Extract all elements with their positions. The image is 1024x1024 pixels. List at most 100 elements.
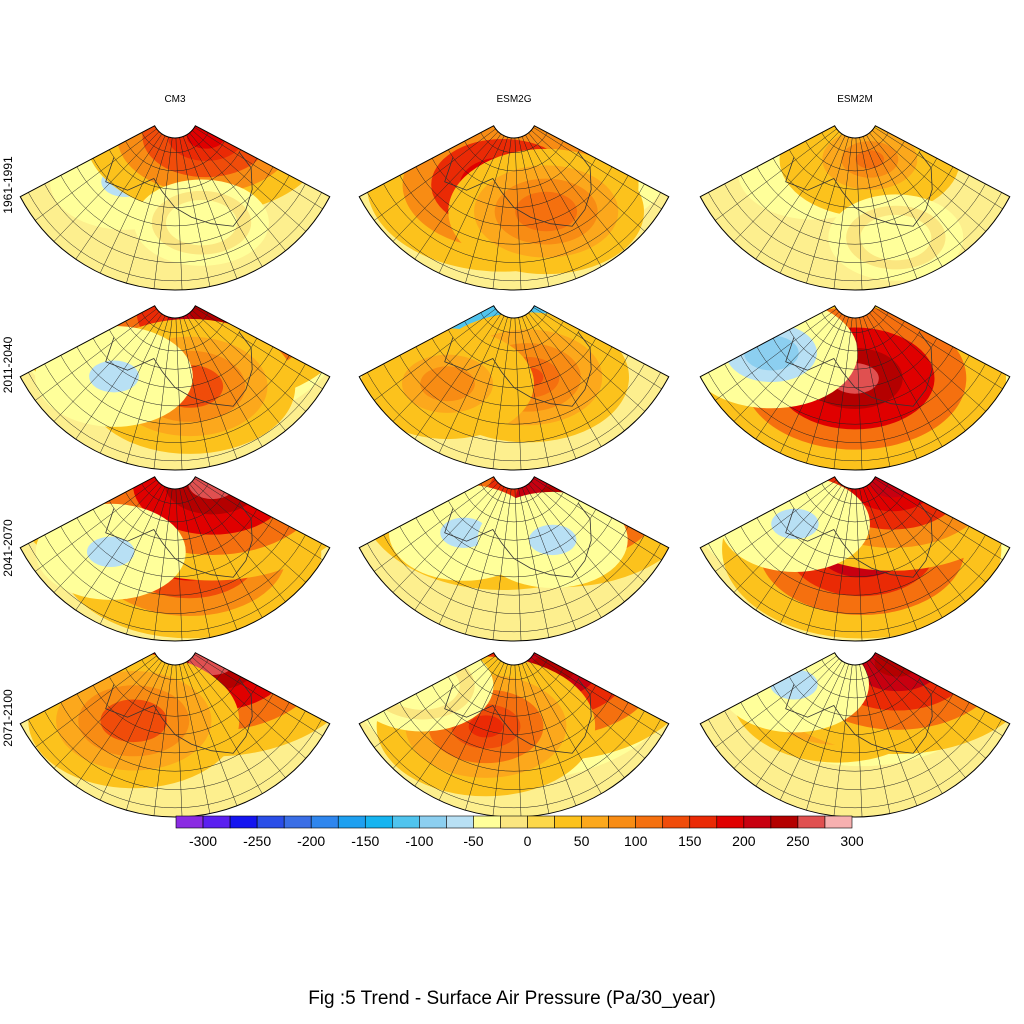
colorbar-swatch-3 xyxy=(256,815,285,829)
colorbar-swatch-7 xyxy=(364,815,393,829)
graticule-meridian xyxy=(182,487,238,630)
coastline xyxy=(105,152,253,227)
graticule-parallel xyxy=(464,492,564,523)
graticule-meridian xyxy=(153,317,173,469)
graticule-parallel xyxy=(76,166,274,227)
panel-esm2g-2071-2100 xyxy=(358,652,670,818)
graticule-parallel xyxy=(28,543,322,633)
colorbar: -300 -250 -200 -150 -100 -50 0 50 100 150 200 250 30… xyxy=(175,815,864,849)
graticule-meridian xyxy=(733,658,840,769)
graticule-parallel xyxy=(805,492,905,523)
graticule-meridian xyxy=(99,135,166,274)
graticule-meridian xyxy=(806,488,849,635)
colorbar-swatch-22 xyxy=(770,815,799,829)
colorbar-tick-label: 200 xyxy=(732,833,756,849)
graticule-meridian xyxy=(528,659,625,778)
coastline xyxy=(444,503,592,578)
anomaly-pos-1-ring-4 xyxy=(855,150,885,169)
graticule-meridian xyxy=(715,655,837,748)
graticule-meridian xyxy=(531,657,645,759)
graticule-meridian xyxy=(179,664,211,814)
period-label-2071-2100: 2071-2100 xyxy=(1,689,15,747)
graticule-parallel xyxy=(383,710,645,790)
graticule-parallel xyxy=(109,329,241,370)
graticule-meridian xyxy=(531,481,645,583)
colorbar-tick-label: 100 xyxy=(624,833,648,849)
graticule-parallel xyxy=(399,702,629,772)
graticule-meridian xyxy=(518,317,550,467)
graticule-parallel xyxy=(125,492,225,523)
graticule-parallel xyxy=(805,321,905,352)
graticule-meridian xyxy=(521,487,577,630)
graticule-meridian xyxy=(872,310,986,412)
graticule-parallel xyxy=(724,183,986,263)
graticule-meridian xyxy=(179,137,211,287)
graticule-meridian xyxy=(153,488,173,640)
graticule-meridian xyxy=(869,483,966,602)
graticule-meridian xyxy=(869,312,966,431)
graticule-meridian xyxy=(872,481,986,583)
graticule-meridian xyxy=(35,655,157,748)
graticule-meridian xyxy=(859,664,891,814)
graticule-meridian xyxy=(833,317,853,469)
graticule-meridian xyxy=(392,311,499,422)
panel-outline xyxy=(699,125,1011,291)
graticule-parallel xyxy=(480,132,548,153)
period-label-1961-1991: 1961-1991 xyxy=(1,156,15,214)
graticule-parallel xyxy=(448,149,580,190)
colorbar-swatch-13 xyxy=(527,815,555,829)
graticule-parallel xyxy=(76,693,274,754)
graticule-parallel xyxy=(789,500,921,541)
graticule-meridian xyxy=(189,659,286,778)
graticule-meridian xyxy=(533,127,662,210)
colorbar-swatch-15 xyxy=(581,815,609,829)
graticule-meridian xyxy=(153,137,173,289)
graticule-parallel xyxy=(821,132,889,153)
anomaly-neg-3-ring-3 xyxy=(399,671,445,701)
graticule-meridian xyxy=(531,130,645,232)
coastline xyxy=(444,679,592,754)
graticule-parallel xyxy=(44,534,306,614)
graticule-meridian xyxy=(182,316,238,459)
graticule-meridian xyxy=(374,655,496,748)
graticule-meridian xyxy=(855,664,863,817)
panel-esm2g-2041-2070 xyxy=(358,476,670,642)
colorbar-tick-label: -250 xyxy=(243,833,271,849)
graticule-meridian xyxy=(194,127,323,210)
panel-outline xyxy=(699,652,1011,818)
model-label-esm2m: ESM2M xyxy=(837,94,873,105)
colorbar-swatch-2 xyxy=(229,815,258,829)
graticule-meridian xyxy=(186,485,263,618)
colorbar-swatch-20 xyxy=(716,815,745,829)
graticule-meridian xyxy=(374,479,496,572)
graticule-meridian xyxy=(525,134,602,267)
graticule-parallel xyxy=(756,517,954,578)
graticule-parallel xyxy=(724,710,986,790)
graticule-meridian xyxy=(465,664,508,811)
labels-layer: CM3 ESM2G ESM2M 1961-1991 2011-2040 2041… xyxy=(1,94,873,747)
graticule-meridian xyxy=(755,660,843,787)
graticule-parallel xyxy=(28,719,322,809)
colorbar-tick-label: -100 xyxy=(405,833,433,849)
graticule-meridian xyxy=(392,482,499,593)
period-label-2041-2070: 2041-2070 xyxy=(1,519,15,577)
graticule-meridian xyxy=(859,317,891,467)
graticule-parallel xyxy=(708,372,1002,462)
graticule-meridian xyxy=(806,664,849,811)
colorbar-swatch-16 xyxy=(608,815,636,829)
graticule-parallel xyxy=(44,183,306,263)
anomaly-neg-2-ring-4 xyxy=(452,525,476,541)
graticule-meridian xyxy=(179,488,211,638)
graticule-parallel xyxy=(125,668,225,699)
colorbar-swatch-0 xyxy=(175,815,204,829)
graticule-meridian xyxy=(715,308,837,401)
graticule-meridian xyxy=(99,662,166,801)
graticule-meridian xyxy=(872,130,986,232)
graticule-meridian xyxy=(833,664,853,816)
graticule-parallel xyxy=(740,355,970,425)
graticule-meridian xyxy=(374,128,496,221)
graticule-parallel xyxy=(109,149,241,190)
anomaly-pos-3-ring-4 xyxy=(117,710,151,732)
panel-outline xyxy=(358,652,670,818)
graticule-meridian xyxy=(518,664,550,814)
